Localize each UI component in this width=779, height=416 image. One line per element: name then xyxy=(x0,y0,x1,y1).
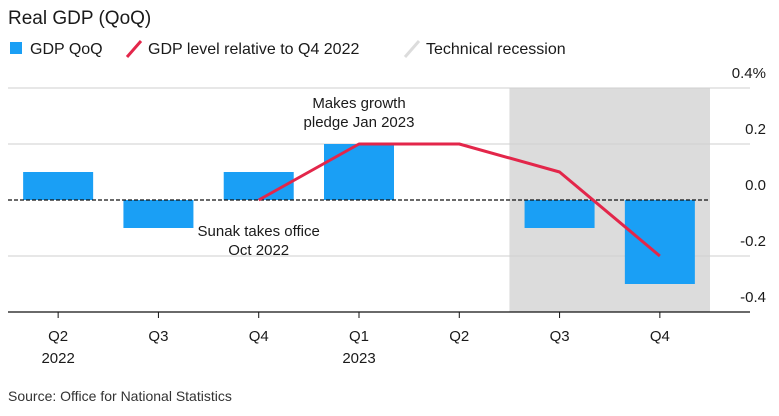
source-note: Source: Office for National Statistics xyxy=(8,388,232,404)
x-tick-label: Q1 xyxy=(349,328,369,345)
x-tick-label: Q4 xyxy=(650,328,670,345)
x-tick-label: Q3 xyxy=(148,328,168,345)
legend-label-gdp-level: GDP level relative to Q4 2022 xyxy=(148,41,359,58)
x-tick-year: 2022 xyxy=(41,350,74,367)
bar-gdp-qoq xyxy=(524,200,595,228)
x-tick-label: Q3 xyxy=(550,328,570,345)
plot-area: 0.4% 0.2 0.0 -0.2 -0.4 Q2 2022 Q3 Q4 Q1 2023 Q2 Q3 Q4… xyxy=(8,65,766,367)
x-tick-label: Q2 xyxy=(48,328,68,345)
y-tick-label: -0.4 xyxy=(740,289,766,306)
annotation-label: Makes growth xyxy=(312,95,405,112)
annotation-label: Sunak takes office xyxy=(198,223,320,240)
legend-label-recession: Technical recession xyxy=(426,41,566,58)
legend-label-gdp-qoq: GDP QoQ xyxy=(30,41,103,58)
bar-gdp-qoq xyxy=(23,172,94,200)
bar-gdp-qoq xyxy=(123,200,194,228)
legend: GDP QoQ GDP level relative to Q4 2022 Te… xyxy=(10,40,566,58)
line-gdp-level xyxy=(257,142,661,258)
y-tick-label: 0.2 xyxy=(745,121,766,138)
annotation-label: pledge Jan 2023 xyxy=(304,114,415,131)
bar-gdp-qoq xyxy=(624,200,695,284)
y-tick-label: -0.2 xyxy=(740,233,766,250)
legend-swatch-recession xyxy=(403,40,421,58)
chart-title: Real GDP (QoQ) xyxy=(8,8,151,29)
x-tick-label: Q4 xyxy=(249,328,269,345)
x-tick-label: Q2 xyxy=(449,328,469,345)
y-tick-label: 0.0 xyxy=(745,177,766,194)
legend-swatch-gdp-level xyxy=(125,40,143,58)
legend-swatch-gdp-qoq xyxy=(10,42,22,54)
annotation-label: Oct 2022 xyxy=(228,242,289,259)
bar-gdp-qoq xyxy=(324,144,394,200)
y-tick-label: 0.4% xyxy=(732,65,766,82)
x-tick-year: 2023 xyxy=(342,350,375,367)
